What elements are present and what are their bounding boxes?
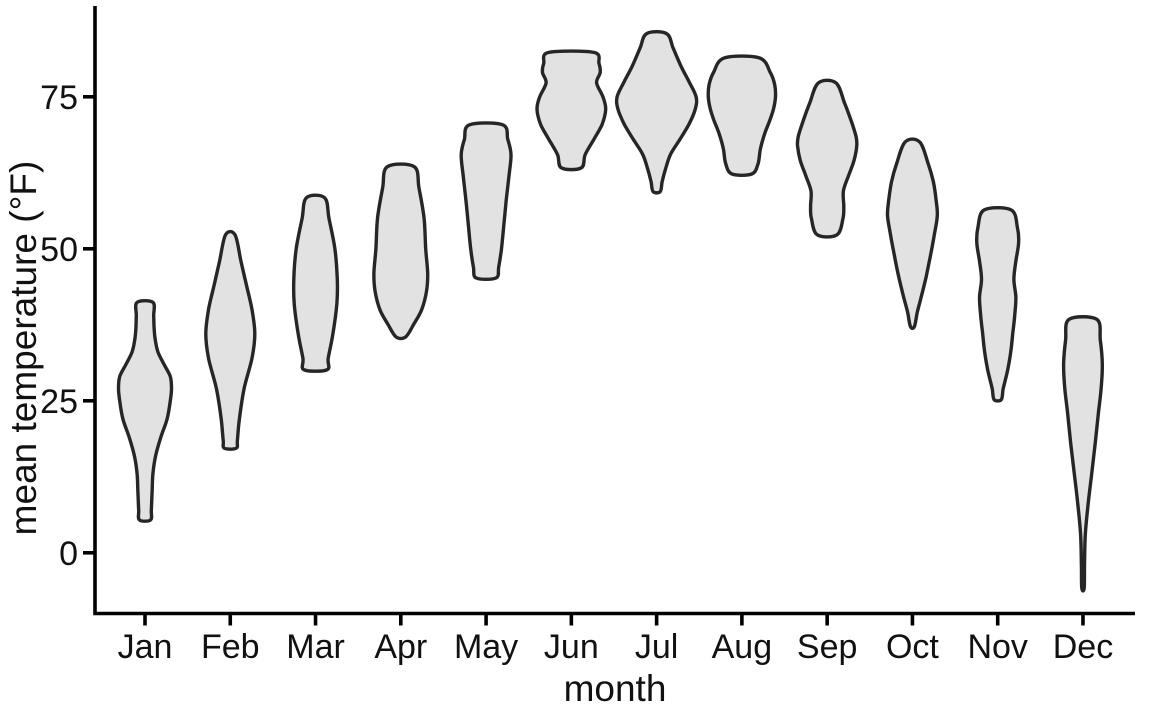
axis-lines	[93, 6, 1135, 616]
x-tick-label-nov: Nov	[967, 628, 1027, 666]
violin-dec	[1061, 315, 1105, 593]
x-tick-label-mar: Mar	[286, 628, 345, 666]
x-tick-label-sep: Sep	[797, 628, 858, 666]
x-tick-label-aug: Aug	[712, 628, 773, 666]
y-axis-title: mean temperature (°F)	[3, 161, 44, 536]
x-tick-label-feb: Feb	[201, 628, 260, 666]
y-tick-label-50: 50	[40, 231, 78, 269]
violin-jan	[116, 298, 174, 523]
y-tick-label-75: 75	[40, 79, 78, 117]
violin-nov	[974, 205, 1021, 403]
violin-sep	[795, 78, 859, 239]
x-tick-label-apr: Apr	[374, 628, 427, 666]
y-tick-label-25: 25	[40, 383, 78, 421]
x-tick-label-jun: Jun	[544, 628, 599, 666]
y-tick-label-0: 0	[59, 535, 78, 573]
violin-apr	[372, 162, 430, 341]
x-tick-label-oct: Oct	[886, 628, 939, 666]
x-tick-label-jan: Jan	[118, 628, 173, 666]
axes-group	[83, 6, 1135, 626]
violin-aug	[706, 54, 778, 177]
violin-jun	[535, 49, 608, 172]
x-axis-title: month	[564, 668, 667, 709]
violin-mar	[291, 193, 340, 373]
violin-jul	[614, 30, 699, 195]
x-tick-label-jul: Jul	[635, 628, 678, 666]
x-tick-label-may: May	[454, 628, 518, 666]
violins-group	[116, 30, 1105, 593]
violin-may	[459, 121, 513, 282]
x-tick-label-dec: Dec	[1053, 628, 1113, 666]
violin-oct	[885, 137, 940, 331]
violin-feb	[204, 229, 257, 451]
tick-labels-group: 0 25 50 75 Jan Feb Mar Apr May Jun Jul Aug Sep Oct Nov…	[40, 79, 1113, 666]
